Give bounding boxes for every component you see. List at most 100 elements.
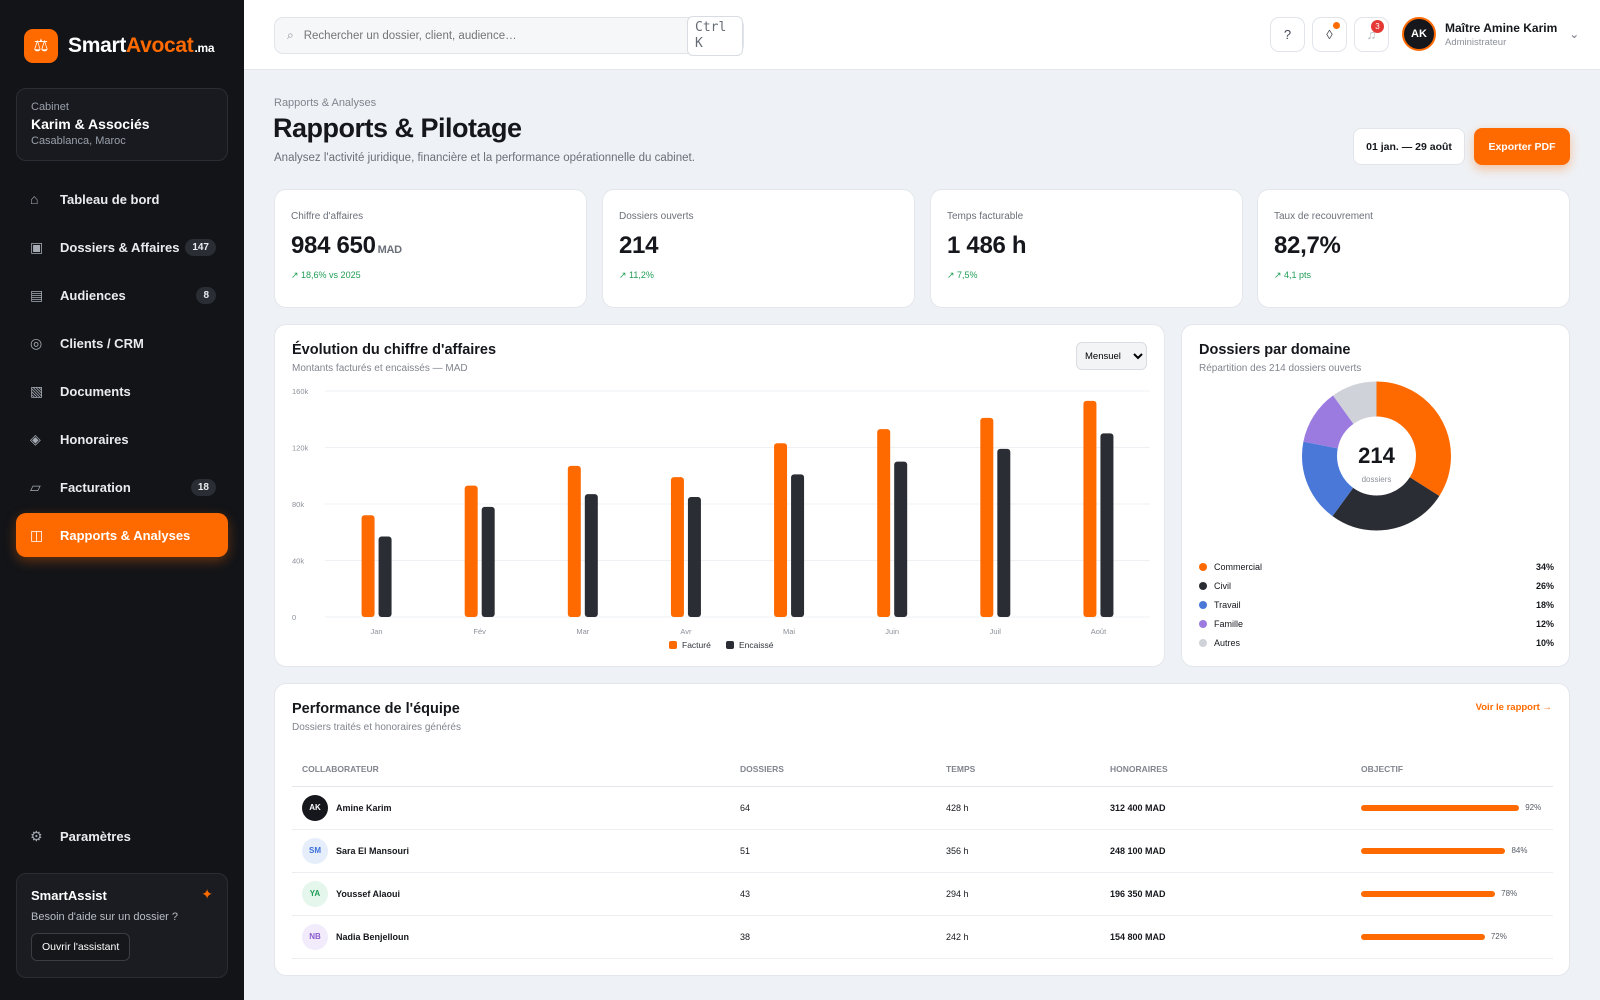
sidebar-item-dossiers-affaires[interactable]: ▣ Dossiers & Affaires 147 (16, 225, 228, 269)
invoice-icon: ▱ (30, 478, 41, 495)
bar-encaissé-avr[interactable] (687, 496, 701, 617)
bar-facturé-juil[interactable] (980, 417, 994, 617)
chart-legend-item: Facturé (669, 640, 711, 650)
sidebar-item-label: Rapports & Analyses (60, 527, 191, 543)
help-button[interactable]: ? (1270, 17, 1305, 52)
column-header[interactable]: Collaborateur (292, 752, 730, 787)
kpi-value: 82,7% (1274, 232, 1341, 259)
y-tick-label: 120k (292, 444, 309, 453)
kpi-card-billable-time: Temps facturable 1 486 h ↗ 7,5% (930, 189, 1243, 308)
x-tick-label: Fév (473, 627, 486, 636)
sidebar-item-clients-crm[interactable]: ◎ Clients / CRM (16, 321, 228, 365)
x-tick-label: Juil (990, 627, 1002, 636)
sidebar-item-audiences[interactable]: ▤ Audiences 8 (16, 273, 228, 317)
kpi-unit: MAD (377, 244, 402, 256)
column-header[interactable]: Honoraires (1100, 752, 1351, 787)
cabinet-switcher[interactable]: Cabinet Karim & Associés Casablanca, Mar… (16, 88, 228, 161)
domain-donut-card: Dossiers par domaine Répartition des 214… (1181, 324, 1570, 667)
y-tick-label: 160k (292, 387, 309, 396)
cabinet-city: Casablanca, Maroc (31, 135, 126, 147)
fees-cell: 248 100 MAD (1100, 829, 1351, 873)
brand-logo[interactable]: ⚖ SmartAvocat.ma (24, 29, 215, 63)
bar-encaissé-juil[interactable] (997, 448, 1011, 617)
donut-slice-travail[interactable] (1302, 381, 1451, 531)
bar-facturé-avr[interactable] (670, 477, 684, 617)
column-header[interactable]: Objectif (1351, 752, 1553, 787)
kpi-delta: ↗ 7,5% (947, 270, 978, 280)
bar-facturé-août[interactable] (1083, 400, 1097, 617)
bar-facturé-mai[interactable] (774, 443, 788, 617)
legend-label: Encaissé (739, 640, 774, 650)
search-input[interactable] (303, 29, 687, 42)
bar-encaissé-mai[interactable] (791, 474, 805, 617)
goal-percent: 84% (1511, 846, 1528, 855)
legend-label: Facturé (682, 640, 711, 650)
search-bar[interactable]: ⌕ Ctrl K (274, 15, 744, 56)
legend-swatch (1199, 619, 1207, 628)
breadcrumb[interactable]: Rapports & Analyses (274, 97, 377, 109)
member-name: Nadia Benjelloun (336, 931, 410, 942)
avatar: AK (302, 794, 328, 821)
sidebar-item-honoraires[interactable]: ◈ Honoraires (16, 417, 228, 461)
bar-encaissé-jan[interactable] (378, 536, 392, 617)
sidebar-item-label: Audiences (60, 287, 126, 303)
scales-icon: ⚖ (24, 29, 58, 63)
open-assistant-button[interactable]: Ouvrir l'assistant (31, 933, 131, 961)
card-title: Évolution du chiffre d'affaires (292, 342, 497, 358)
team-performance-card: Performance de l'équipe Dossiers traités… (274, 683, 1570, 976)
user-menu[interactable]: AK Maître Amine Karim Administrateur ⌄ (1402, 17, 1579, 51)
sidebar-item-settings[interactable]: ⚙ Paramètres (16, 814, 228, 858)
column-header[interactable]: Temps (936, 752, 1100, 787)
notifications-button[interactable]: ♫ 3 (1354, 17, 1389, 52)
bell-icon: ♫ (1366, 27, 1377, 42)
table-row[interactable]: NB Nadia Benjelloun 38 242 h 154 800 MAD 72% (292, 915, 1553, 959)
legend-swatch (1199, 600, 1207, 609)
kpi-delta: ↗ 11,2% (619, 270, 654, 280)
member-cell: YA Youssef Alaoui (292, 872, 730, 916)
view-report-link[interactable]: Voir le rapport → (1475, 702, 1552, 713)
y-tick-label: 80k (292, 500, 304, 509)
sidebar-item-tableau-de-bord[interactable]: ⌂ Tableau de bord (16, 177, 228, 221)
smartassist-card: SmartAssist ✦ Besoin d'aide sur un dossi… (16, 873, 228, 978)
kpi-delta: ↗ 4,1 pts (1274, 270, 1312, 280)
fees-cell: 196 350 MAD (1100, 872, 1351, 916)
period-select[interactable]: Mensuel (1076, 342, 1147, 370)
legend-swatch (1199, 638, 1207, 647)
donut-legend: Commercial 34% Civil 26% Travail 18% Famille 12… (1199, 557, 1554, 652)
table-header-row: Collaborateur Dossiers Temps Honoraires … (292, 752, 1553, 787)
kpi-label: Chiffre d'affaires (291, 211, 364, 222)
table-row[interactable]: YA Youssef Alaoui 43 294 h 196 350 MAD 78% (292, 872, 1553, 916)
goal-progress-bar (1361, 890, 1521, 897)
x-tick-label: Août (1091, 627, 1107, 636)
bar-encaissé-fév[interactable] (481, 506, 495, 617)
export-pdf-button[interactable]: Exporter PDF (1474, 128, 1570, 165)
bar-facturé-mar[interactable] (567, 465, 581, 617)
bar-encaissé-août[interactable] (1100, 433, 1114, 617)
donut-slice-autres[interactable] (1302, 381, 1451, 531)
goal-progress-fill (1361, 847, 1506, 854)
member-name: Amine Karim (336, 802, 392, 813)
table-row[interactable]: SM Sara El Mansouri 51 356 h 248 100 MAD 84% (292, 829, 1553, 873)
goal-progress-bar (1361, 933, 1521, 940)
sidebar-item-documents[interactable]: ▧ Documents (16, 369, 228, 413)
smartassist-text: Besoin d'aide sur un dossier ? (31, 911, 179, 923)
member-name: Youssef Alaoui (336, 888, 401, 899)
sidebar-item-facturation[interactable]: ▱ Facturation 18 (16, 465, 228, 509)
x-tick-label: Mai (783, 627, 795, 636)
table-row[interactable]: AK Amine Karim 64 428 h 312 400 MAD 92% (292, 786, 1553, 830)
card-title: Dossiers par domaine (1199, 342, 1351, 358)
theme-button[interactable]: ◊ (1312, 17, 1347, 52)
smartassist-title: SmartAssist (31, 888, 107, 903)
bar-facturé-jan[interactable] (361, 515, 375, 617)
x-tick-label: Jan (371, 627, 383, 636)
date-range-button[interactable]: 01 jan. — 29 août (1353, 128, 1465, 165)
column-header[interactable]: Dossiers (730, 752, 936, 787)
bar-encaissé-juin[interactable] (894, 461, 908, 617)
donut-slice-civil[interactable] (1302, 381, 1451, 531)
kpi-value: 984 650 MAD (291, 232, 402, 259)
bar-facturé-fév[interactable] (464, 485, 478, 617)
sidebar-item-label: Tableau de bord (60, 191, 160, 207)
bar-facturé-juin[interactable] (877, 429, 891, 617)
bar-encaissé-mar[interactable] (584, 494, 598, 617)
sidebar-item-rapports-analyses[interactable]: ◫ Rapports & Analyses (16, 513, 228, 557)
